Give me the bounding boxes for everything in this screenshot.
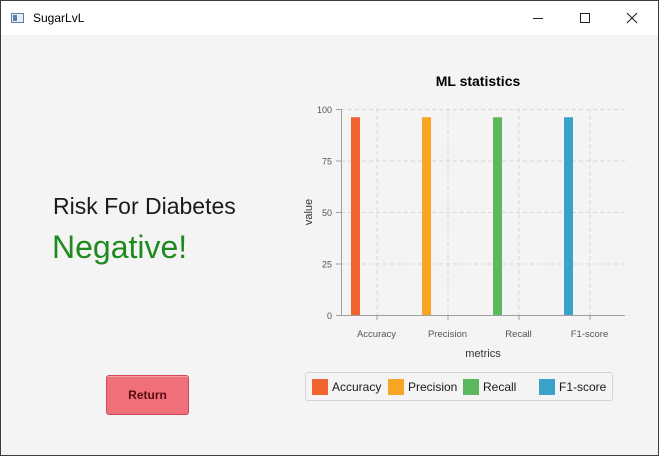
return-button[interactable]: Return <box>106 375 189 415</box>
legend-label: F1-score <box>559 380 607 394</box>
minimize-button[interactable] <box>515 1 561 35</box>
legend-swatch-precision <box>388 379 404 395</box>
bar-accuracy <box>351 117 360 316</box>
legend-label: Precision <box>408 380 458 394</box>
legend-label: Recall <box>483 380 517 394</box>
x-tick-label: Recall <box>505 329 531 340</box>
bar-f1-score <box>564 117 573 316</box>
legend-swatch-f1-score <box>539 379 555 395</box>
x-tick-label: F1-score <box>571 329 608 340</box>
risk-result: Negative! <box>52 229 188 265</box>
legend-item-recall: Recall <box>463 379 516 395</box>
x-tick-label: Accuracy <box>357 329 396 340</box>
y-tick-label: 25 <box>322 260 332 270</box>
bar-recall <box>493 117 502 316</box>
legend-label: Accuracy <box>332 380 382 394</box>
y-tick-label: 100 <box>317 105 332 115</box>
risk-heading: Risk For Diabetes <box>53 193 236 219</box>
x-axis-label: metrics <box>465 348 501 360</box>
legend-item-precision: Precision <box>388 379 457 395</box>
chart-title: ML statistics <box>435 73 521 89</box>
bar-chart: 0 25 50 75 100 Accuracy Precision Recall F1-scor… <box>303 105 625 360</box>
legend-item-f1-score: F1-score <box>539 379 606 395</box>
x-tick-label: Precision <box>428 329 467 340</box>
y-axis-label: value <box>303 199 315 225</box>
app-icon <box>11 13 24 23</box>
close-icon <box>626 12 638 24</box>
legend-swatch-accuracy <box>312 379 328 395</box>
maximize-button[interactable] <box>562 1 608 35</box>
minimize-icon <box>532 12 544 24</box>
chart-legend: Accuracy Precision Recall F1-score <box>305 372 613 401</box>
legend-swatch-recall <box>463 379 479 395</box>
y-tick-label: 75 <box>322 157 332 167</box>
maximize-icon <box>579 12 591 24</box>
window-title: SugarLvL <box>33 11 85 25</box>
y-tick-label: 50 <box>322 208 332 218</box>
y-tick-label: 0 <box>327 311 332 321</box>
title-bar[interactable]: SugarLvL <box>1 1 658 35</box>
close-button[interactable] <box>609 1 655 35</box>
bar-precision <box>422 117 431 316</box>
legend-item-accuracy: Accuracy <box>312 379 381 395</box>
